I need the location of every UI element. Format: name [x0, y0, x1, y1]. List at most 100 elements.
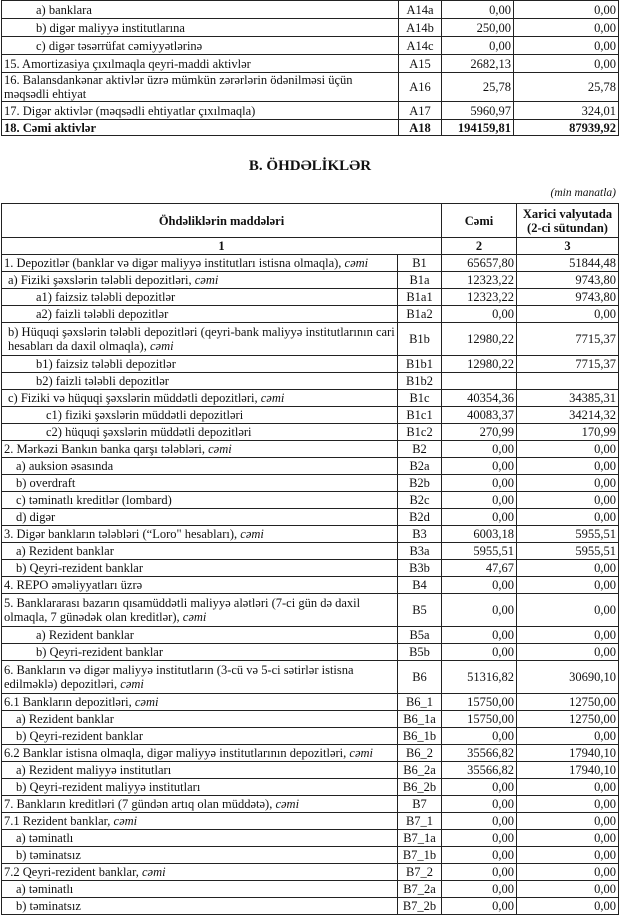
table-row: 6. Bankların və digər maliyyə institutla… [1, 660, 620, 694]
row-label: 18. Cəmi aktivlər [1, 119, 399, 136]
row-total: 0,00 [441, 576, 518, 594]
row-code: B1a [396, 271, 443, 289]
row-label: 7.2 Qeyri-rezident banklar, cəmi [1, 863, 398, 881]
table-row: a) təminatlı B7_2a 0,00 0,00 [1, 880, 620, 898]
table-row: a) banklara A14a 0,00 0,00 [1, 0, 619, 19]
table-row: d) digər B2d 0,00 0,00 [1, 508, 620, 526]
row-label-suffix: cəmi [275, 797, 300, 811]
row-label-text: a) Fiziki şəxslərin tələbli depozitləri, [8, 273, 195, 287]
row-foreign-currency: 9743,80 [516, 288, 620, 306]
row-label: b1) faizsiz tələbli depozitlər [1, 355, 398, 373]
row-code: B7_1b [396, 846, 443, 864]
table-row: 7.2 Qeyri-rezident banklar, cəmi B7_2 0,00… [1, 863, 620, 881]
row-label-text: 7.2 Qeyri-rezident banklar, [4, 865, 142, 879]
row-label-text: b1) faizsiz tələbli depozitlər [36, 357, 176, 371]
row-code: B7_1a [396, 829, 443, 847]
row-total: 25,78 [441, 72, 514, 102]
row-foreign-currency: 0,00 [513, 18, 619, 37]
row-code: A14c [398, 36, 442, 55]
table-row: 16. Balansdankənar aktivlər üzrə mümkün … [1, 72, 619, 102]
row-code: B1b [396, 322, 443, 356]
row-label-text: a) Rezident banklar [36, 628, 134, 642]
row-label: 6.1 Bankların depozitləri, cəmi [1, 693, 398, 711]
table-row: 3. Digər bankların tələbləri (“Loro" hes… [1, 525, 620, 543]
column-number-3: 3 [516, 237, 620, 255]
table-row: b) Qeyri-rezident banklar B3b 47,67 0,00 [1, 559, 620, 577]
row-label-text: 16. Balansdankənar aktivlər üzrə mümkün … [4, 73, 353, 101]
row-code: A14a [398, 0, 442, 19]
row-label: b) Qeyri-rezident banklar [1, 643, 398, 661]
row-label: b2) faizli tələbli depozitlər [1, 372, 398, 390]
row-foreign-currency: 0,00 [516, 491, 620, 509]
table-row: 15. Amortizasiya çıxılmaqla qeyri-maddi … [1, 54, 619, 73]
row-foreign-currency: 0,00 [516, 457, 620, 475]
row-code: B1c2 [396, 423, 443, 441]
row-label: 3. Digər bankların tələbləri (“Loro" hes… [1, 525, 398, 543]
row-label-suffix: cəmi [149, 339, 174, 353]
row-label-text: a) Rezident banklar [16, 712, 114, 726]
row-code: B1b2 [396, 372, 443, 390]
row-label-text: a) təminatlı [16, 882, 74, 896]
row-code: B5 [396, 593, 443, 627]
row-total: 2682,13 [441, 54, 514, 73]
row-code: B7_1 [396, 812, 443, 830]
row-code: A18 [398, 119, 442, 136]
row-foreign-currency: 9743,80 [516, 271, 620, 289]
row-total: 51316,82 [441, 660, 518, 694]
row-label: c2) hüquqi şəxslərin müddətli depozitlər… [1, 423, 398, 441]
row-total: 0,00 [441, 795, 518, 813]
row-label: 5. Banklararası bazarın qısamüddətli mal… [1, 593, 398, 627]
row-foreign-currency: 5955,51 [516, 525, 620, 543]
row-total: 0,00 [441, 778, 518, 796]
row-code: B2b [396, 474, 443, 492]
row-label: c1) fiziki şəxslərin müddətli depozitlər… [1, 406, 398, 424]
row-label-text: 15. Amortizasiya çıxılmaqla qeyri-maddi … [4, 56, 251, 71]
row-foreign-currency: 34385,31 [516, 389, 620, 407]
row-total: 6003,18 [441, 525, 518, 543]
unit-note: (min manatla) [550, 187, 616, 199]
row-foreign-currency: 0,00 [516, 305, 620, 323]
row-label-text: a2) faizli tələbli depozitlər [36, 307, 169, 321]
row-label-text: 2. Mərkəzi Bankın banka qarşı tələbləri, [4, 442, 209, 456]
row-foreign-currency: 0,00 [516, 846, 620, 864]
row-label: 7.1 Rezident banklar, cəmi [1, 812, 398, 830]
row-label: a1) faizsiz tələbli depozitlər [1, 288, 398, 306]
row-label: b) təminatsız [1, 897, 398, 915]
row-label-text: b) Qeyri-rezident maliyyə institutları [16, 780, 201, 794]
row-label: a) banklara [1, 0, 399, 19]
row-code: B1c [396, 389, 443, 407]
row-label-suffix: cəmi [349, 746, 374, 760]
row-total: 0,00 [441, 491, 518, 509]
row-total: 0,00 [441, 593, 518, 627]
row-label: a) Rezident banklar [1, 710, 398, 728]
header-foreign: Xarici valyutada (2-ci sütundan) [516, 203, 620, 238]
row-label-text: 3. Digər bankların tələbləri (“Loro" hes… [4, 527, 241, 541]
table-row: c) Fiziki və hüquqi şəxslərin müddətli d… [1, 389, 620, 407]
row-total: 12323,22 [441, 271, 518, 289]
row-label-text: b) overdraft [16, 476, 76, 490]
row-total: 15750,00 [441, 693, 518, 711]
row-code: B1a1 [396, 288, 443, 306]
row-label-suffix: cəmi [182, 610, 207, 624]
table-row: 7. Bankların kreditləri (7 gündən artıq … [1, 795, 620, 813]
row-code: B2a [396, 457, 443, 475]
row-foreign-currency: 0,00 [516, 474, 620, 492]
row-label-text: b) digər maliyyə institutlarına [36, 20, 185, 35]
row-label-text: 6.2 Banklar istisna olmaqla, digər maliy… [4, 746, 350, 760]
row-label: 16. Balansdankənar aktivlər üzrə mümkün … [1, 72, 399, 102]
row-label-text: 17. Digər aktivlər (məqsədli ehtiyatlar … [4, 103, 256, 118]
row-label: 2. Mərkəzi Bankın banka qarşı tələbləri,… [1, 440, 398, 458]
row-total: 5960,97 [441, 101, 514, 120]
row-code: B6 [396, 660, 443, 694]
table-row: a) Rezident banklar B3a 5955,51 5955,51 [1, 542, 620, 560]
row-code: B1a2 [396, 305, 443, 323]
row-code: B7_2a [396, 880, 443, 898]
row-label-text: 7.1 Rezident banklar, [4, 814, 114, 828]
row-label: a) Rezident banklar [1, 626, 398, 644]
row-foreign-currency: 0,00 [516, 626, 620, 644]
table-row: 7.1 Rezident banklar, cəmi B7_1 0,00 0,00 [1, 812, 620, 830]
row-total: 0,00 [441, 440, 518, 458]
row-code: A14b [398, 18, 442, 37]
row-foreign-currency: 87939,92 [513, 119, 619, 136]
row-code: B4 [396, 576, 443, 594]
